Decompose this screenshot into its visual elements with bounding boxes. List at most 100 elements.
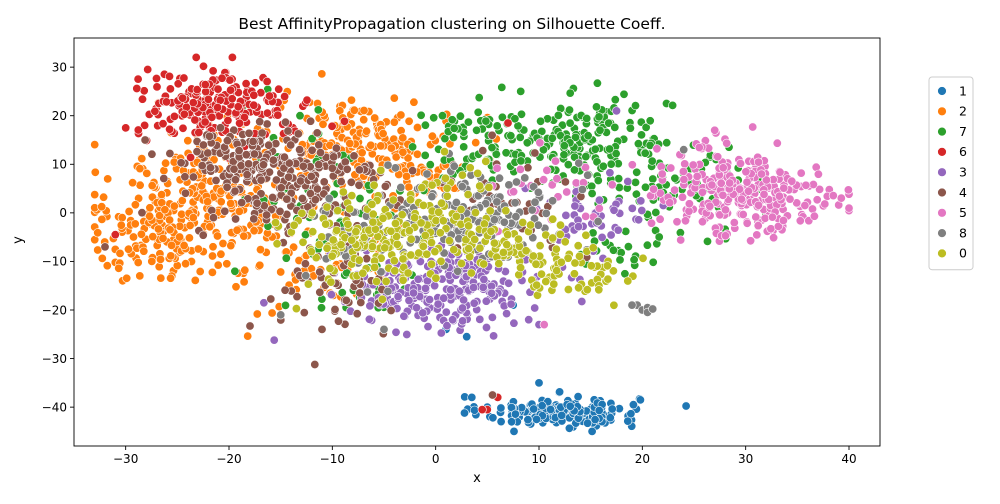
data-point (314, 240, 324, 250)
data-point (255, 260, 265, 270)
data-point (321, 219, 331, 229)
data-point (391, 232, 401, 242)
data-point (510, 409, 520, 419)
data-point (577, 185, 587, 195)
data-point (492, 197, 502, 207)
data-point (197, 181, 207, 191)
data-point (736, 194, 746, 204)
data-point (680, 159, 690, 169)
data-point (262, 119, 272, 129)
data-point (256, 175, 266, 185)
data-point (300, 259, 310, 269)
data-point (608, 266, 618, 276)
data-point (178, 123, 188, 133)
data-point (362, 254, 372, 264)
data-point (133, 125, 143, 135)
data-point (609, 300, 619, 310)
data-point (376, 165, 386, 175)
data-point (497, 82, 507, 92)
data-point (200, 80, 210, 90)
data-point (416, 110, 426, 120)
data-point (651, 208, 661, 218)
data-point (398, 147, 408, 157)
data-point (398, 254, 408, 264)
data-point (795, 216, 805, 226)
data-point (753, 221, 763, 231)
data-point (396, 183, 406, 193)
data-point (230, 266, 240, 276)
data-point (573, 222, 583, 232)
y-tick-label: −40 (42, 400, 67, 414)
data-point (463, 190, 473, 200)
data-point (409, 97, 419, 107)
data-point (307, 208, 317, 218)
data-point (147, 181, 157, 191)
data-point (162, 97, 172, 107)
data-point (326, 277, 336, 287)
data-point (487, 312, 497, 322)
data-point (354, 180, 364, 190)
data-point (504, 180, 514, 190)
data-point (587, 189, 597, 199)
data-point (487, 288, 497, 298)
data-point (574, 158, 584, 168)
data-point (479, 259, 489, 269)
data-point (280, 117, 290, 127)
x-tick-label: −10 (320, 452, 345, 466)
data-point (333, 206, 343, 216)
data-point (158, 233, 168, 243)
data-point (640, 148, 650, 158)
legend-label: 2 (959, 104, 967, 119)
data-point (233, 102, 243, 112)
data-point (355, 288, 365, 298)
data-point (193, 244, 203, 254)
data-point (548, 196, 558, 206)
data-point (280, 285, 290, 295)
data-point (510, 198, 520, 208)
data-point (420, 120, 430, 130)
data-point (474, 93, 484, 103)
data-point (509, 318, 519, 328)
data-point (235, 118, 245, 128)
legend-marker (937, 248, 947, 259)
data-point (362, 287, 372, 297)
legend-label: 7 (959, 124, 967, 139)
data-point (198, 230, 208, 240)
data-point (315, 267, 325, 277)
data-point (268, 155, 278, 165)
series-5-points (487, 122, 854, 330)
chart-title: Best AffinityPropagation clustering on S… (238, 15, 665, 33)
y-tick-label: −10 (42, 255, 67, 269)
legend-marker (937, 208, 947, 218)
data-point (359, 233, 369, 243)
data-point (97, 253, 107, 263)
data-point (503, 230, 513, 240)
data-point (230, 186, 240, 196)
data-point (264, 140, 274, 150)
data-point (332, 225, 342, 235)
data-point (188, 172, 198, 182)
y-tick-label: 30 (52, 60, 67, 74)
data-point (629, 255, 639, 265)
data-point (289, 220, 299, 230)
data-point (406, 250, 416, 260)
data-point (569, 165, 579, 175)
data-point (333, 316, 343, 326)
data-point (447, 115, 457, 125)
data-point (623, 416, 633, 426)
data-point (292, 292, 302, 302)
data-point (380, 243, 390, 253)
data-point (177, 209, 187, 219)
data-point (573, 241, 583, 251)
data-point (442, 321, 452, 331)
data-point (140, 120, 150, 130)
data-point (205, 131, 215, 141)
data-point (190, 115, 200, 125)
data-point (367, 242, 377, 252)
data-point (185, 221, 195, 231)
data-point (244, 128, 254, 138)
data-point (521, 246, 531, 256)
data-point (255, 245, 265, 255)
data-point (654, 232, 664, 242)
